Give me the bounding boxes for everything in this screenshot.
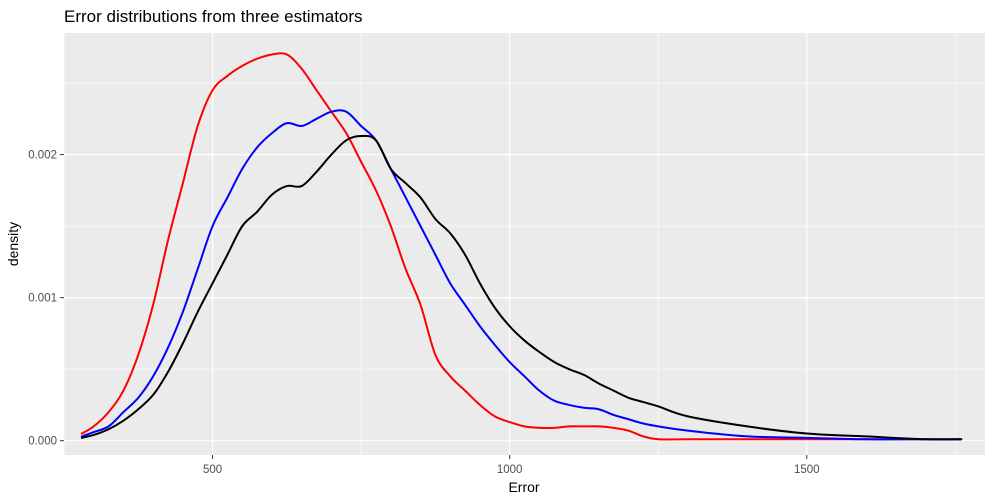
- y-axis-label: density: [5, 222, 21, 266]
- y-tick-label: 0.001: [28, 293, 57, 305]
- chart-title: Error distributions from three estimator…: [64, 7, 363, 26]
- density-line-series-2: [80, 109, 963, 441]
- y-tick-label: 0.000: [28, 436, 57, 448]
- y-tick-label: 0.002: [28, 150, 57, 162]
- y-axis: 0.000 0.001 0.002: [28, 150, 64, 448]
- plot-panel: [64, 33, 985, 455]
- x-tick-label: 1500: [794, 464, 820, 476]
- series-layer: [80, 52, 963, 441]
- density-line-series-3: [80, 134, 963, 441]
- x-tick-label: 1000: [497, 464, 523, 476]
- major-grid: [64, 33, 985, 455]
- x-tick-label: 500: [203, 464, 222, 476]
- x-axis: 500 1000 1500: [203, 455, 820, 476]
- density-line-series-1: [80, 52, 963, 441]
- x-axis-label: Error: [508, 479, 539, 495]
